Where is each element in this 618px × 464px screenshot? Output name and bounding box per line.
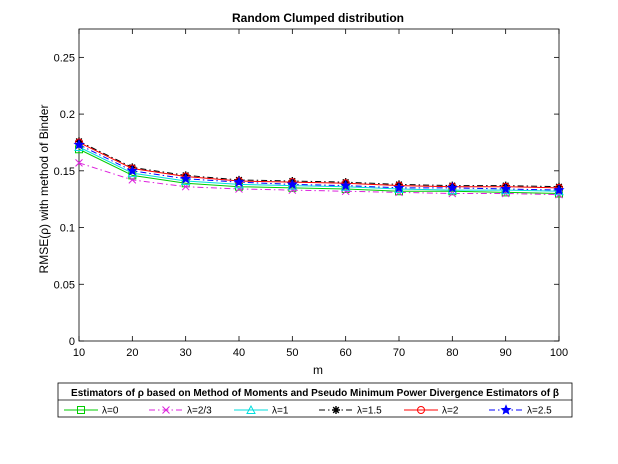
data-point xyxy=(340,179,352,191)
data-point xyxy=(77,406,85,414)
marker-star xyxy=(73,138,85,150)
x-tick-label: 40 xyxy=(233,347,245,359)
y-tick-label: 0.05 xyxy=(54,279,75,291)
y-tick-label: 0.25 xyxy=(54,52,75,64)
marker-star xyxy=(446,182,458,193)
data-point xyxy=(75,159,83,167)
x-tick-label: 10 xyxy=(73,347,85,359)
x-axis-label: m xyxy=(313,363,323,377)
series-λ=2.5 xyxy=(73,138,565,195)
series-line xyxy=(78,144,560,191)
data-point xyxy=(286,178,298,190)
marker-star xyxy=(180,172,192,184)
legend-item: λ=1.5 xyxy=(319,406,382,417)
y-axis-label: RMSE(ρ) with method of Binder xyxy=(37,105,51,274)
legend-item: λ=0 xyxy=(64,406,119,417)
x-tick-label: 60 xyxy=(340,347,352,359)
x-tick-label: 100 xyxy=(550,347,568,359)
series-line xyxy=(78,148,560,195)
x-tick-label: 30 xyxy=(180,347,192,359)
marker-star xyxy=(233,176,245,187)
data-point xyxy=(73,138,85,150)
x-tick-label: 90 xyxy=(500,347,512,359)
legend-item: λ=1 xyxy=(234,404,289,417)
marker-star xyxy=(500,404,512,415)
marker-triangle xyxy=(246,404,256,414)
data-point xyxy=(126,165,138,176)
marker-x xyxy=(128,176,137,184)
legend-item: λ=2 xyxy=(404,406,459,417)
data-point xyxy=(553,184,565,195)
data-point xyxy=(180,172,192,184)
y-tick-label: 0.2 xyxy=(60,109,75,121)
y-tick-label: 0 xyxy=(69,336,75,348)
series-line xyxy=(78,162,560,196)
y-tick-label: 0.1 xyxy=(60,223,75,235)
y-tick-label: 0.15 xyxy=(54,166,75,178)
marker-square xyxy=(77,406,85,414)
data-point xyxy=(128,176,137,184)
marker-x xyxy=(75,159,83,167)
marker-x xyxy=(162,406,170,414)
legend-item-label: λ=2.5 xyxy=(527,406,552,417)
data-point xyxy=(162,406,170,414)
series-line xyxy=(78,140,560,188)
data-point xyxy=(500,404,512,415)
plot-area: 10 20 30 40 50 60 70 80 90 100 0 0.05 0.1 0.15 0.2 0.25 xyxy=(54,28,568,359)
marker-star xyxy=(553,184,565,195)
marker-x xyxy=(235,185,243,193)
marker-star xyxy=(500,183,512,194)
data-point xyxy=(417,406,425,414)
legend-item-label: λ=2/3 xyxy=(187,406,212,417)
legend: Estimators of ρ based on Method of Momen… xyxy=(57,382,573,418)
legend-item: λ=2.5 xyxy=(489,404,552,417)
marker-circle xyxy=(417,406,425,414)
data-point xyxy=(332,406,340,414)
legend-item-label: λ=1 xyxy=(272,406,289,417)
series-line xyxy=(78,142,560,189)
series-line xyxy=(78,146,560,192)
x-tick-label: 50 xyxy=(286,347,298,359)
x-tick-label: 20 xyxy=(126,347,138,359)
legend-item-label: λ=0 xyxy=(102,406,119,417)
x-tick-label: 80 xyxy=(446,347,458,359)
marker-star xyxy=(286,178,298,190)
legend-title: Estimators of ρ based on Method of Momen… xyxy=(71,388,559,399)
data-point xyxy=(233,176,245,187)
data-point xyxy=(246,404,256,414)
data-point xyxy=(500,183,512,194)
marker-star xyxy=(340,179,352,191)
marker-asterisk xyxy=(332,406,340,414)
data-point xyxy=(235,185,243,193)
marker-star xyxy=(126,165,138,176)
legend-item-label: λ=2 xyxy=(442,406,459,417)
marker-star xyxy=(393,182,405,193)
legend-item-label: λ=1.5 xyxy=(357,406,382,417)
legend-item: λ=2/3 xyxy=(149,406,212,417)
chart-title: Random Clumped distribution xyxy=(232,11,404,25)
data-point xyxy=(393,182,405,193)
data-point xyxy=(446,182,458,193)
x-tick-label: 70 xyxy=(393,347,405,359)
